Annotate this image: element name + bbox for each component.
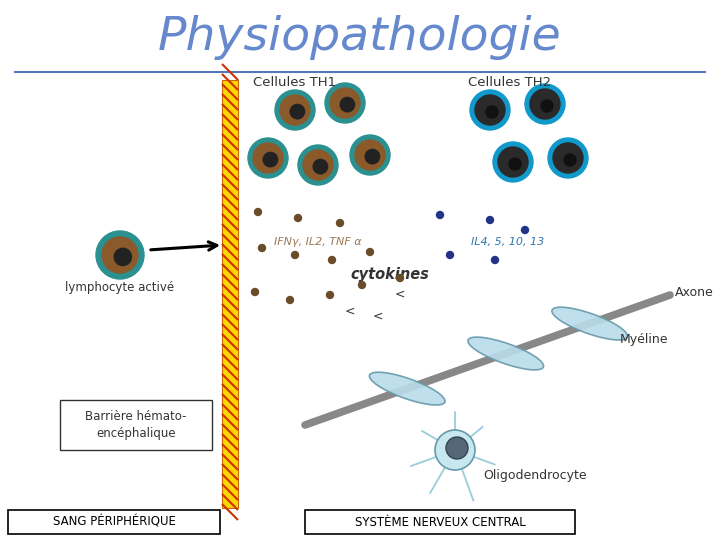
Circle shape xyxy=(280,95,310,125)
Circle shape xyxy=(486,106,498,118)
Circle shape xyxy=(253,143,283,173)
Circle shape xyxy=(313,159,328,174)
Circle shape xyxy=(553,143,583,173)
Circle shape xyxy=(446,252,454,259)
Text: Axone: Axone xyxy=(675,286,714,299)
Circle shape xyxy=(525,84,565,124)
Text: lymphocyte activé: lymphocyte activé xyxy=(66,281,174,294)
Circle shape xyxy=(326,292,333,299)
Bar xyxy=(8,510,220,534)
Circle shape xyxy=(292,252,299,259)
Circle shape xyxy=(275,90,315,130)
Circle shape xyxy=(365,150,379,164)
Circle shape xyxy=(475,95,505,125)
Circle shape xyxy=(254,208,261,215)
Circle shape xyxy=(436,212,444,219)
Circle shape xyxy=(330,88,360,118)
Circle shape xyxy=(366,248,374,255)
Circle shape xyxy=(492,256,498,264)
Ellipse shape xyxy=(552,307,628,340)
Text: <: < xyxy=(373,310,383,323)
Ellipse shape xyxy=(369,372,445,405)
Circle shape xyxy=(96,231,144,279)
Circle shape xyxy=(303,150,333,180)
Text: Physiopathologie: Physiopathologie xyxy=(158,16,562,60)
Circle shape xyxy=(470,90,510,130)
Circle shape xyxy=(248,138,288,178)
Bar xyxy=(60,400,212,450)
Text: IFNγ, IL2, TNF α: IFNγ, IL2, TNF α xyxy=(274,237,362,247)
Text: IL4, 5, 10, 13: IL4, 5, 10, 13 xyxy=(472,237,544,247)
Text: <: < xyxy=(345,305,355,318)
Text: SANG PÉRIPHÉRIQUE: SANG PÉRIPHÉRIQUE xyxy=(53,516,176,529)
Circle shape xyxy=(114,248,132,266)
Circle shape xyxy=(359,281,366,288)
Circle shape xyxy=(264,152,278,167)
Circle shape xyxy=(102,237,138,273)
Circle shape xyxy=(298,145,338,185)
Circle shape xyxy=(509,158,521,170)
Text: Cellules TH1: Cellules TH1 xyxy=(253,77,336,90)
Circle shape xyxy=(290,104,305,119)
Circle shape xyxy=(435,430,475,470)
Text: Myéline: Myéline xyxy=(620,334,668,347)
Circle shape xyxy=(493,142,533,182)
Circle shape xyxy=(336,219,343,226)
Circle shape xyxy=(328,256,336,264)
Circle shape xyxy=(258,245,266,252)
Bar xyxy=(222,80,238,508)
Circle shape xyxy=(251,288,258,295)
Circle shape xyxy=(530,89,560,119)
Circle shape xyxy=(564,154,576,166)
Circle shape xyxy=(350,135,390,175)
Circle shape xyxy=(541,100,553,112)
Text: SYSTÈME NERVEUX CENTRAL: SYSTÈME NERVEUX CENTRAL xyxy=(355,516,526,529)
Circle shape xyxy=(287,296,294,303)
Circle shape xyxy=(355,140,385,170)
Bar xyxy=(305,510,575,534)
Text: <: < xyxy=(395,288,405,301)
Text: Barrière hémato-
encéphalique: Barrière hémato- encéphalique xyxy=(85,410,186,440)
Circle shape xyxy=(397,274,403,281)
Circle shape xyxy=(340,97,354,112)
Text: cytokines: cytokines xyxy=(351,267,429,282)
Circle shape xyxy=(446,437,468,459)
Circle shape xyxy=(325,83,365,123)
Circle shape xyxy=(487,217,493,224)
Circle shape xyxy=(548,138,588,178)
Circle shape xyxy=(521,226,528,233)
Ellipse shape xyxy=(468,337,544,370)
Text: Oligodendrocyte: Oligodendrocyte xyxy=(483,469,587,482)
Text: Cellules TH2: Cellules TH2 xyxy=(469,77,552,90)
Circle shape xyxy=(498,147,528,177)
Circle shape xyxy=(294,214,302,221)
